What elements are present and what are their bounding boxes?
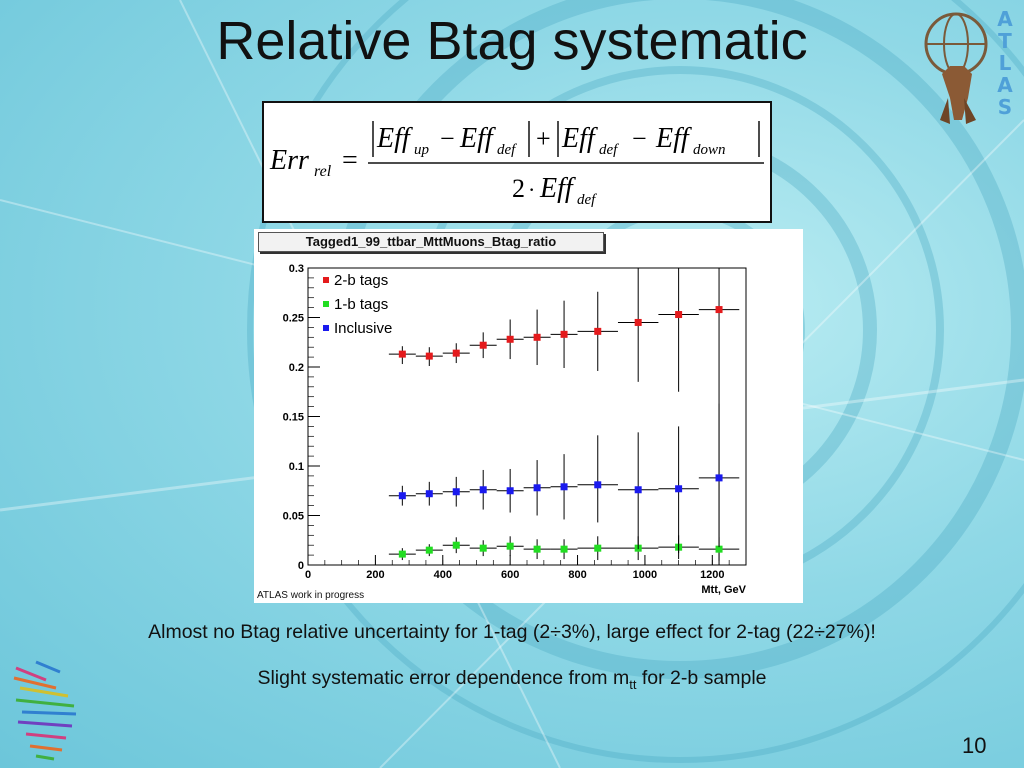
data-point bbox=[452, 541, 460, 549]
page-number: 10 bbox=[962, 733, 987, 758]
y-tick-label: 0.05 bbox=[283, 511, 304, 523]
num-sub-down: down bbox=[693, 142, 726, 158]
data-point bbox=[479, 341, 487, 349]
data-point bbox=[506, 335, 514, 343]
relative-error-formula: Err rel = Eff up − Eff def + Eff def − E… bbox=[269, 121, 764, 208]
chart-canvas: 0 0.05 0.1 0.15 0.2 0.25 0.3 0 200 400 600 800 1000 1… bbox=[254, 229, 803, 603]
num-eff: Eff bbox=[561, 123, 598, 154]
x-tick-label: 200 bbox=[366, 569, 384, 581]
num-sub-def: def bbox=[497, 142, 517, 158]
data-point bbox=[715, 545, 723, 553]
data-point bbox=[479, 544, 487, 552]
data-point bbox=[425, 490, 433, 498]
dependence-note-text: Slight systematic error dependence from … bbox=[257, 667, 630, 689]
num-minus: − bbox=[632, 124, 647, 153]
formula-lhs: Err bbox=[269, 145, 309, 176]
data-point bbox=[715, 306, 723, 314]
chart-name-label: Tagged1_99_ttbar_MttMuons_Btag_ratio bbox=[258, 232, 604, 252]
atlas-letter: S bbox=[997, 95, 1013, 119]
num-eff: Eff bbox=[655, 123, 692, 154]
atlas-letter: L bbox=[998, 51, 1012, 75]
data-point bbox=[560, 330, 568, 338]
num-sub-up: up bbox=[414, 142, 430, 158]
legend-label: Inclusive bbox=[334, 320, 392, 337]
dependence-note-suffix: for 2-b sample bbox=[636, 667, 767, 689]
slide-title: Relative Btag systematic bbox=[216, 11, 808, 71]
x-tick-label: 1000 bbox=[633, 569, 657, 581]
den-dot: · bbox=[528, 177, 535, 202]
legend-label: 1-b tags bbox=[334, 296, 388, 313]
atlas-logo: A T L A S bbox=[920, 8, 1020, 128]
conclusion-note: Almost no Btag relative uncertainty for … bbox=[148, 621, 876, 643]
y-tick-label: 0.15 bbox=[283, 412, 304, 424]
dependence-note: Slight systematic error dependence from … bbox=[0, 667, 1024, 692]
data-point bbox=[479, 486, 487, 494]
data-point bbox=[533, 333, 541, 341]
data-point bbox=[425, 352, 433, 360]
num-plus: + bbox=[536, 124, 551, 153]
formula-box: Err rel = Eff up − Eff def + Eff def − E… bbox=[262, 101, 772, 223]
x-axis-label: Mtt, GeV bbox=[701, 584, 746, 596]
legend-marker bbox=[323, 277, 329, 283]
legend-marker bbox=[323, 301, 329, 307]
num-minus: − bbox=[440, 124, 455, 153]
y-tick-label: 0.3 bbox=[289, 263, 304, 275]
atlas-figure-icon bbox=[924, 12, 988, 124]
data-point bbox=[675, 311, 683, 319]
data-point bbox=[634, 318, 642, 326]
x-tick-label: 600 bbox=[501, 569, 519, 581]
data-point bbox=[506, 487, 514, 495]
btag-ratio-chart: 0 0.05 0.1 0.15 0.2 0.25 0.3 0 200 400 600 800 1000 1… bbox=[257, 263, 747, 601]
x-tick-label: 400 bbox=[434, 569, 452, 581]
den-eff: Eff bbox=[539, 173, 576, 204]
y-tick-label: 0.2 bbox=[289, 362, 304, 374]
atlas-letters: A T L A S bbox=[992, 8, 1018, 118]
y-tick-label: 0.25 bbox=[283, 313, 304, 325]
num-eff: Eff bbox=[459, 123, 496, 154]
y-tick-label: 0.1 bbox=[289, 461, 304, 473]
data-point bbox=[506, 542, 514, 550]
data-point bbox=[398, 550, 406, 558]
data-point bbox=[560, 545, 568, 553]
chart-annotation: ATLAS work in progress bbox=[257, 590, 364, 601]
data-point bbox=[398, 350, 406, 358]
formula-lhs-sub: rel bbox=[314, 163, 332, 180]
atlas-letter: T bbox=[998, 29, 1012, 53]
data-point bbox=[594, 481, 602, 489]
data-point bbox=[594, 327, 602, 335]
x-tick-label: 1200 bbox=[700, 569, 724, 581]
den-two: 2 bbox=[512, 174, 525, 203]
x-tick-label: 800 bbox=[568, 569, 586, 581]
data-point bbox=[425, 546, 433, 554]
y-tick-label: 0 bbox=[298, 560, 304, 572]
data-point bbox=[634, 486, 642, 494]
data-point bbox=[594, 544, 602, 552]
num-eff: Eff bbox=[376, 123, 413, 154]
data-point bbox=[715, 474, 723, 482]
formula-equals: = bbox=[342, 145, 358, 176]
data-point bbox=[533, 484, 541, 492]
data-point bbox=[533, 545, 541, 553]
x-tick-label: 0 bbox=[305, 569, 311, 581]
atlas-letter: A bbox=[997, 73, 1013, 97]
legend-label: 2-b tags bbox=[334, 272, 388, 289]
den-sub-def: def bbox=[577, 192, 597, 208]
legend-marker bbox=[323, 325, 329, 331]
data-point bbox=[452, 349, 460, 357]
num-sub-def: def bbox=[599, 142, 619, 158]
molecule-logo-icon bbox=[13, 660, 77, 761]
dependence-note-subscript: tt bbox=[629, 676, 637, 692]
atlas-letter: A bbox=[997, 7, 1013, 31]
data-point bbox=[560, 483, 568, 491]
data-point bbox=[398, 492, 406, 500]
data-point bbox=[452, 488, 460, 496]
data-point bbox=[675, 485, 683, 493]
